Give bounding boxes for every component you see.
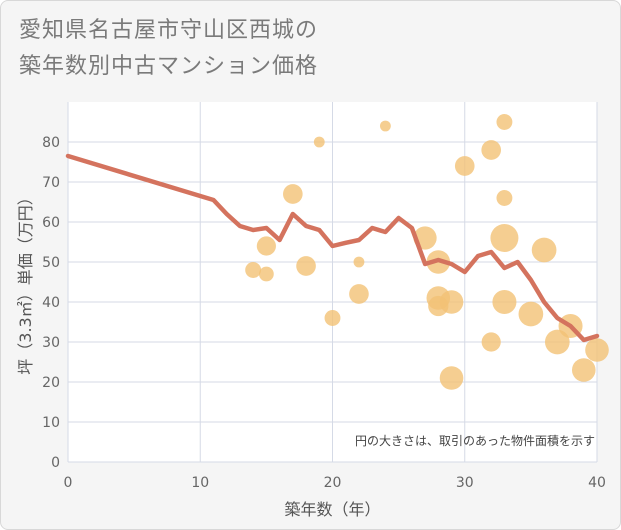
data-point: [379, 120, 391, 132]
chart-title: 愛知県名古屋市守山区西城の 築年数別中古マンション価格: [19, 13, 318, 85]
data-point: [324, 310, 341, 326]
data-point: [492, 289, 517, 315]
data-point: [544, 329, 570, 355]
y-tick-label: 30: [42, 335, 60, 351]
y-tick-label: 40: [42, 295, 60, 311]
x-tick-label: 40: [588, 475, 606, 491]
x-tick-labels: 0 10 20 30 40: [64, 475, 606, 491]
data-point: [258, 266, 274, 282]
data-point: [313, 136, 325, 148]
y-tick-label: 10: [42, 415, 60, 431]
data-point: [481, 332, 501, 352]
x-tick-label: 30: [456, 475, 474, 491]
trend-line: [65, 153, 600, 343]
y-tick-label: 0: [51, 455, 60, 471]
y-axis-label: 坪（3.3㎡）単価（万円）: [16, 189, 35, 374]
data-point: [454, 156, 475, 176]
data-point: [585, 338, 609, 362]
data-point: [496, 190, 513, 206]
y-tick-labels: 0 10 20 30 40 50 60 70 80: [42, 135, 60, 471]
y-tick-label: 50: [42, 255, 60, 271]
data-point: [349, 284, 369, 304]
y-tick-label: 70: [42, 175, 60, 191]
x-tick-label: 20: [324, 475, 342, 491]
x-axis-label: 築年数（年）: [284, 500, 380, 519]
data-point: [490, 224, 519, 252]
data-point: [296, 256, 316, 276]
x-tick-label: 0: [64, 475, 73, 491]
data-point: [283, 184, 303, 204]
size-annotation: 円の大きさは、取引のあった物件面積を示す: [355, 433, 595, 448]
y-tick-label: 20: [42, 375, 60, 391]
data-point: [256, 236, 276, 256]
data-point: [518, 301, 544, 327]
data-point: [531, 237, 557, 263]
data-point: [481, 140, 502, 160]
data-point: [439, 366, 464, 390]
y-tick-label: 80: [42, 135, 60, 151]
data-point: [439, 290, 464, 314]
title-line-2: 築年数別中古マンション価格: [19, 54, 319, 79]
data-point: [353, 256, 365, 268]
title-line-1: 愛知県名古屋市守山区西城の: [19, 18, 319, 43]
data-point: [245, 262, 262, 278]
data-point: [571, 358, 596, 382]
data-point: [496, 114, 513, 130]
x-tick-label: 10: [191, 475, 209, 491]
y-tick-label: 60: [42, 215, 60, 231]
